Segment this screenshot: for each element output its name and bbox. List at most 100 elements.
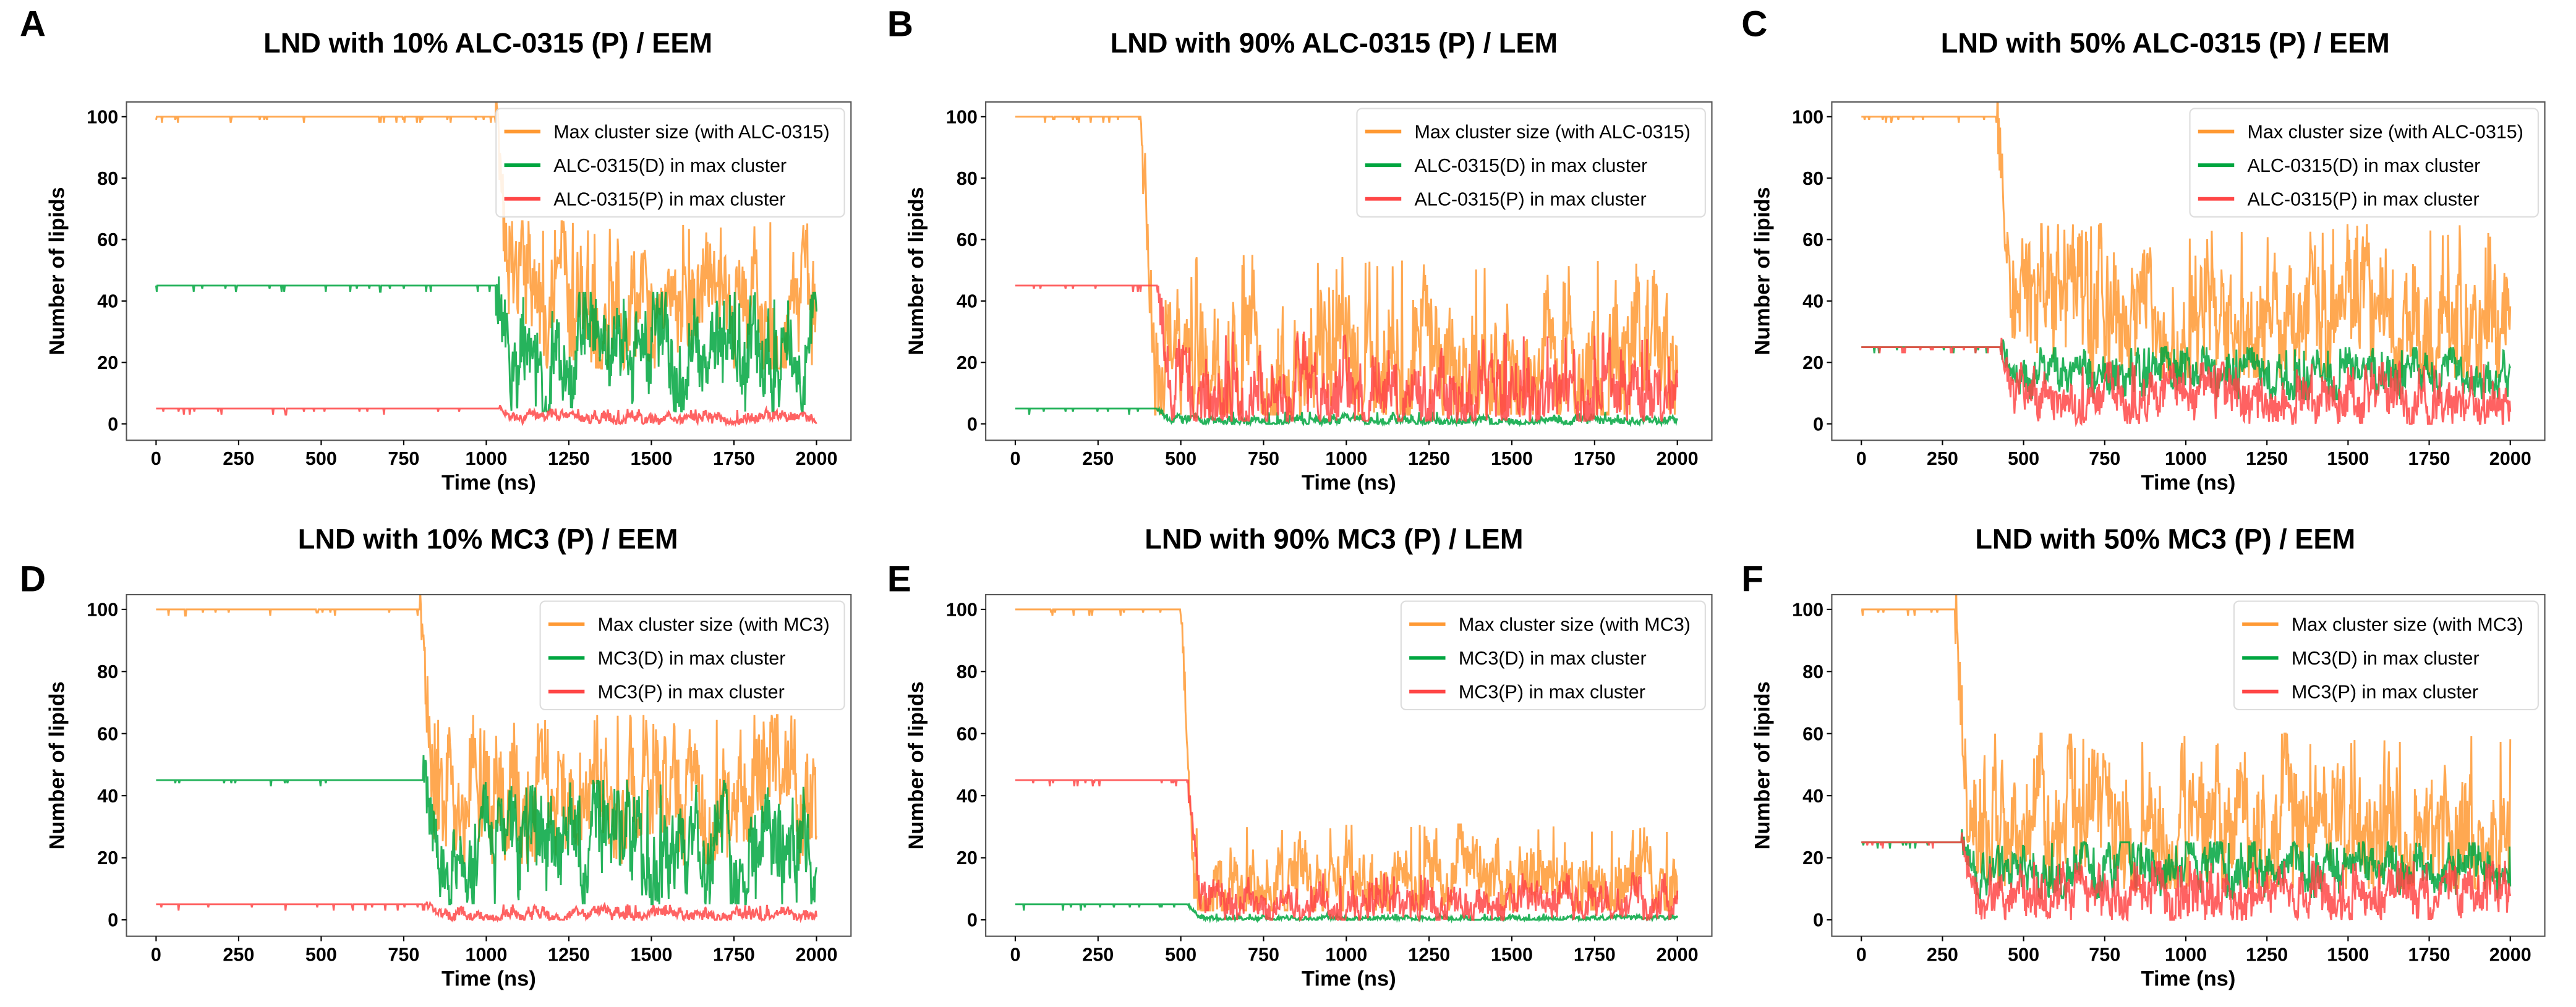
series-line-P	[1015, 779, 1679, 923]
y-axis-label: Number of lipids	[46, 681, 69, 849]
x-tick-label: 1500	[630, 944, 672, 965]
panel-title: LND with 10% MC3 (P) / EEM	[298, 524, 678, 555]
legend-label: ALC-0315(D) in max cluster	[2247, 155, 2480, 176]
y-axis-label: Number of lipids	[905, 681, 928, 849]
y-tick-label: 100	[1792, 106, 1823, 127]
x-tick-label: 750	[388, 944, 419, 965]
x-tick-label: 250	[223, 944, 254, 965]
y-tick-label: 60	[97, 229, 118, 250]
legend-box	[1400, 600, 1706, 711]
x-tick-label: 1000	[465, 944, 507, 965]
x-tick-label: 500	[2008, 944, 2039, 965]
panel-letter: F	[1741, 559, 1764, 600]
series-line-max	[156, 594, 817, 867]
x-tick-label: 1250	[2246, 944, 2288, 965]
x-tick-label: 1500	[630, 448, 672, 469]
x-tick-label: 750	[1248, 448, 1279, 469]
series-line-D	[1861, 829, 2512, 900]
x-axis-label: Time (ns)	[441, 471, 536, 495]
y-axis-label: Number of lipids	[1751, 681, 1774, 849]
legend-label: Max cluster size (with MC3)	[1459, 614, 1691, 635]
x-tick-label: 1750	[1574, 944, 1616, 965]
y-tick-label: 0	[108, 414, 118, 435]
legend-label: MC3(D) in max cluster	[1459, 648, 1647, 669]
x-tick-label: 1250	[1408, 944, 1450, 965]
y-tick-label: 80	[97, 661, 118, 682]
panel-title: LND with 50% ALC-0315 (P) / EEM	[1941, 27, 2390, 59]
series-line-D	[155, 276, 817, 413]
x-tick-label: 1000	[2165, 448, 2207, 469]
x-tick-label: 1000	[1325, 448, 1367, 469]
y-tick-label: 0	[967, 910, 978, 931]
x-tick-label: 500	[1165, 448, 1196, 469]
panel-letter: D	[20, 559, 46, 600]
x-tick-label: 1750	[2408, 448, 2450, 469]
series-line-D	[1015, 406, 1679, 428]
legend-label: Max cluster size (with ALC-0315)	[1414, 121, 1690, 142]
y-tick-label: 0	[967, 414, 978, 435]
x-axis-label: Time (ns)	[2141, 471, 2236, 495]
legend-label: Max cluster size (with ALC-0315)	[2247, 121, 2523, 142]
y-tick-label: 100	[1792, 599, 1823, 620]
panel-letter: A	[20, 4, 46, 45]
panel-F: F LND with 50% MC3 (P) / EEM 0 250 500 750 100…	[1741, 524, 2546, 990]
y-tick-label: 40	[957, 786, 978, 807]
legend-label: Max cluster size (with ALC-0315)	[553, 121, 829, 142]
legend: Max cluster size (with ALC-0315) ALC-0315…	[2189, 108, 2539, 218]
x-tick-label: 1500	[2327, 944, 2369, 965]
axes-frame	[126, 593, 852, 937]
series-line-P	[1861, 338, 2512, 428]
x-axis-label: Time (ns)	[1302, 471, 1396, 495]
x-tick-label: 0	[1856, 448, 1867, 469]
y-tick-label: 100	[87, 599, 118, 620]
x-tick-label: 2000	[795, 944, 837, 965]
legend-label: MC3(P) in max cluster	[598, 681, 785, 702]
x-tick-label: 1250	[1408, 448, 1450, 469]
x-tick-label: 1750	[713, 448, 755, 469]
panel-letter: E	[887, 559, 911, 600]
legend-box	[539, 600, 845, 711]
y-tick-label: 100	[87, 106, 118, 127]
legend-label: Max cluster size (with MC3)	[598, 614, 830, 635]
axes-frame	[126, 101, 852, 441]
panel-letter: B	[887, 4, 913, 45]
legend-label: MC3(D) in max cluster	[2292, 648, 2480, 669]
series-line-max	[155, 101, 817, 372]
y-tick-label: 40	[97, 786, 118, 807]
legend-label: ALC-0315(D) in max cluster	[553, 155, 787, 176]
y-tick-label: 80	[1802, 661, 1823, 682]
x-tick-label: 1500	[1491, 448, 1533, 469]
x-tick-label: 1750	[2408, 944, 2450, 965]
y-axis-label: Number of lipids	[1751, 187, 1774, 355]
x-tick-label: 750	[2089, 944, 2120, 965]
y-axis-label: Number of lipids	[905, 187, 928, 355]
legend-label: ALC-0315(P) in max cluster	[553, 189, 785, 210]
legend-box	[2189, 108, 2539, 218]
x-tick-label: 1000	[2165, 944, 2207, 965]
x-tick-label: 250	[1927, 448, 1958, 469]
y-tick-label: 20	[957, 352, 978, 373]
series-line-P	[156, 900, 817, 924]
x-tick-label: 0	[151, 448, 161, 469]
y-tick-label: 100	[946, 106, 978, 127]
x-tick-label: 1250	[548, 448, 590, 469]
axes-frame	[1831, 593, 2546, 937]
legend: Max cluster size (with MC3) MC3(D) in max…	[539, 600, 845, 711]
x-tick-label: 1000	[1325, 944, 1367, 965]
x-axis-label: Time (ns)	[1302, 967, 1396, 990]
y-tick-label: 40	[97, 291, 118, 312]
y-tick-label: 60	[957, 723, 978, 744]
legend-label: MC3(D) in max cluster	[598, 648, 786, 669]
x-tick-label: 1250	[2246, 448, 2288, 469]
legend-box	[495, 108, 845, 218]
panel-title: LND with 10% ALC-0315 (P) / EEM	[263, 27, 712, 59]
panel-E: E LND with 90% MC3 (P) / LEM 0 250 500 750 100…	[887, 524, 1713, 990]
x-axis-label: Time (ns)	[441, 967, 536, 990]
series-line-D	[1015, 902, 1679, 924]
x-tick-label: 0	[151, 944, 161, 965]
y-tick-label: 20	[1802, 352, 1823, 373]
legend-label: MC3(P) in max cluster	[2292, 681, 2478, 702]
x-tick-label: 500	[305, 448, 337, 469]
x-tick-label: 250	[223, 448, 254, 469]
x-tick-label: 1750	[713, 944, 755, 965]
